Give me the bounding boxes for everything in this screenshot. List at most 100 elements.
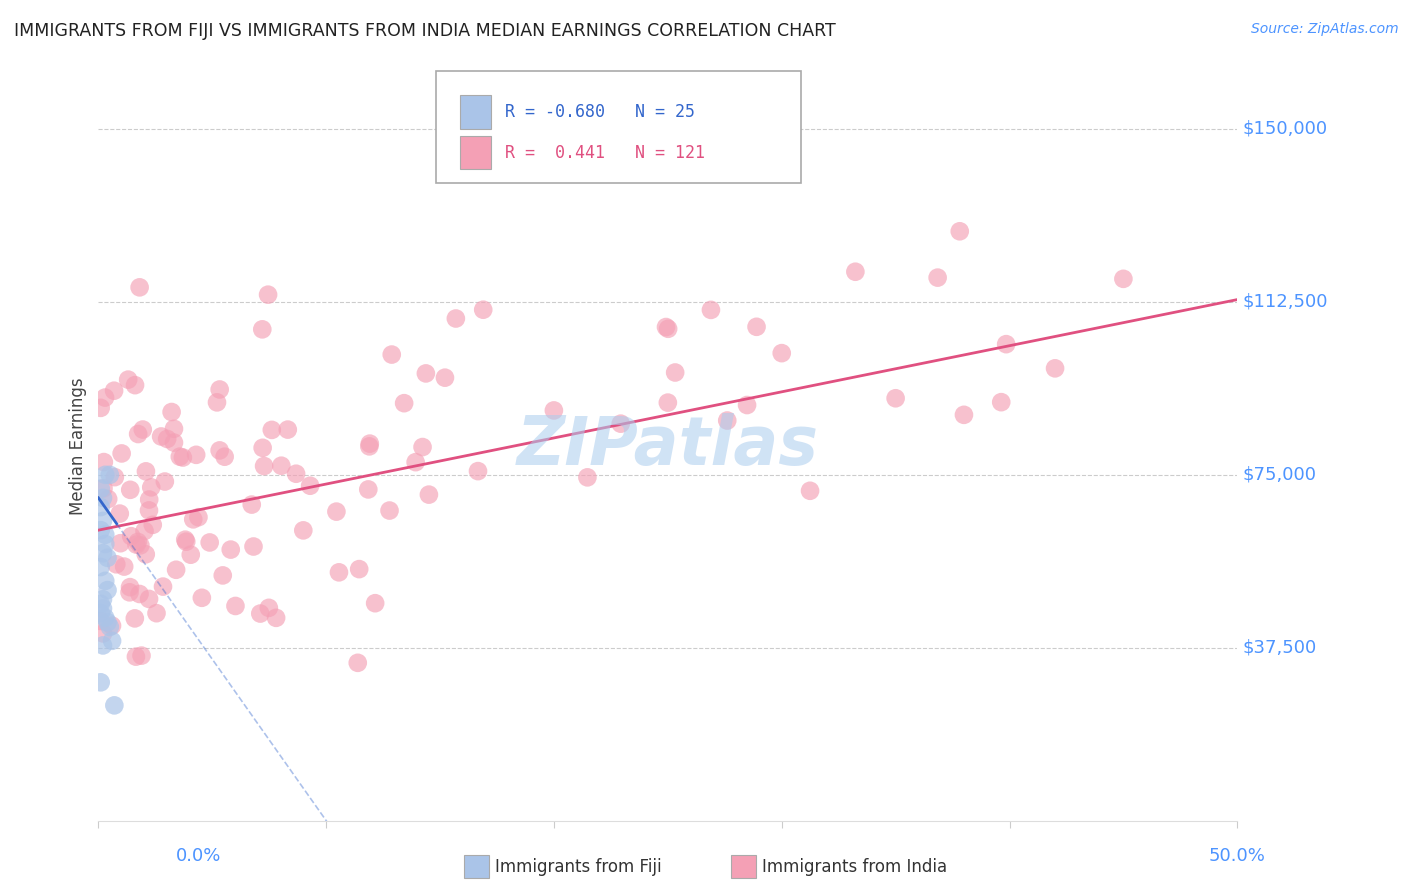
Point	[91, 592, 114, 607]
Point	[927, 270, 949, 285]
Point	[472, 302, 495, 317]
Point	[98, 467, 121, 482]
Point	[90, 482, 112, 496]
Point	[90, 597, 112, 611]
Point	[219, 542, 242, 557]
Y-axis label: Median Earnings: Median Earnings	[69, 377, 87, 515]
Point	[433, 370, 456, 384]
Point	[94, 611, 117, 625]
Point	[163, 422, 186, 436]
Point	[953, 408, 976, 422]
Point	[101, 633, 124, 648]
Point	[90, 401, 112, 415]
Point	[91, 639, 114, 653]
Point	[104, 470, 127, 484]
Point	[90, 614, 112, 628]
Text: 50.0%: 50.0%	[1209, 847, 1265, 865]
Point	[163, 435, 186, 450]
Point	[364, 596, 387, 610]
Point	[328, 566, 350, 580]
Point	[90, 675, 112, 690]
Point	[359, 436, 381, 450]
Point	[118, 580, 141, 594]
Point	[169, 450, 191, 464]
Point	[799, 483, 821, 498]
Text: IMMIGRANTS FROM FIJI VS IMMIGRANTS FROM INDIA MEDIAN EARNINGS CORRELATION CHART: IMMIGRANTS FROM FIJI VS IMMIGRANTS FROM …	[14, 22, 835, 40]
Point	[135, 547, 157, 561]
Point	[91, 491, 114, 505]
Point	[125, 649, 148, 664]
Point	[105, 558, 128, 572]
Point	[242, 540, 264, 554]
Point	[94, 528, 117, 542]
Point	[135, 464, 157, 478]
Point	[285, 467, 308, 481]
Point	[359, 439, 381, 453]
Text: $75,000: $75,000	[1243, 466, 1317, 483]
Point	[91, 514, 114, 528]
Point	[249, 607, 271, 621]
Point	[96, 583, 118, 598]
Point	[165, 563, 187, 577]
Point	[208, 443, 231, 458]
Point	[117, 373, 139, 387]
Point	[844, 265, 866, 279]
Point	[378, 503, 401, 517]
Point	[174, 534, 197, 549]
Point	[299, 479, 322, 493]
Point	[198, 535, 221, 549]
Point	[156, 432, 179, 446]
Point	[657, 322, 679, 336]
Point	[576, 470, 599, 484]
Point	[260, 423, 283, 437]
Point	[108, 507, 131, 521]
Point	[277, 423, 299, 437]
Point	[205, 395, 228, 409]
Point	[111, 446, 134, 460]
Point	[91, 601, 114, 615]
Point	[128, 587, 150, 601]
Point	[124, 378, 146, 392]
Point	[735, 398, 758, 412]
Point	[142, 517, 165, 532]
Point	[172, 450, 194, 465]
Point	[94, 537, 117, 551]
Point	[609, 417, 631, 431]
Point	[716, 413, 738, 427]
Point	[252, 322, 274, 336]
Text: $37,500: $37,500	[1243, 639, 1317, 657]
Point	[138, 591, 160, 606]
Point	[990, 395, 1012, 409]
Point	[96, 615, 118, 630]
Point	[90, 606, 112, 620]
Point	[325, 505, 347, 519]
Point	[110, 536, 132, 550]
Point	[152, 580, 174, 594]
Point	[129, 538, 152, 552]
Point	[138, 492, 160, 507]
Point	[145, 606, 167, 620]
Point	[543, 403, 565, 417]
Point	[264, 611, 287, 625]
Point	[208, 383, 231, 397]
Point	[128, 280, 150, 294]
Point	[700, 302, 723, 317]
Point	[186, 448, 208, 462]
Point	[101, 618, 124, 632]
Point	[112, 559, 135, 574]
Point	[346, 656, 368, 670]
Point	[90, 560, 112, 574]
Point	[357, 483, 380, 497]
Point	[120, 483, 142, 497]
Point	[132, 423, 155, 437]
Text: R = -0.680   N = 25: R = -0.680 N = 25	[505, 103, 695, 121]
Point	[405, 455, 427, 469]
Point	[138, 503, 160, 517]
Point	[257, 600, 280, 615]
Point	[94, 391, 117, 405]
Point	[1112, 272, 1135, 286]
Point	[214, 450, 236, 464]
Text: R =  0.441   N = 121: R = 0.441 N = 121	[505, 144, 704, 161]
Point	[118, 585, 141, 599]
Point	[134, 524, 156, 538]
